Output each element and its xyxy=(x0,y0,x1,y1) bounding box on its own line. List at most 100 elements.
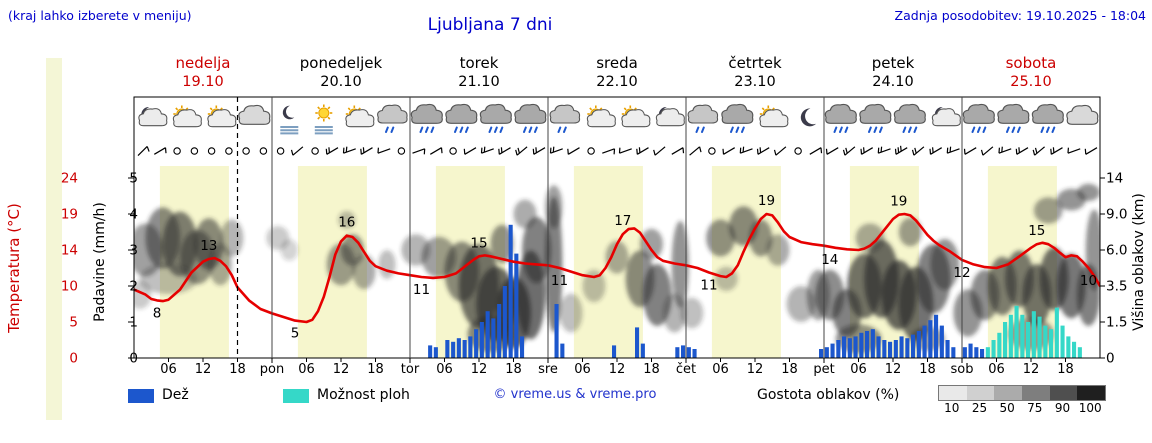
temp-value-label: 17 xyxy=(614,213,631,229)
x-hour-tick: 06 xyxy=(574,362,591,377)
temp-value-label: 11 xyxy=(413,282,430,298)
rain-bar xyxy=(939,325,944,358)
showers-legend-label: Možnost ploh xyxy=(317,387,410,403)
rain-icon xyxy=(514,103,547,133)
wind-barb xyxy=(929,147,943,155)
cloud-blob xyxy=(1008,317,1054,351)
x-hour-tick: 18 xyxy=(781,362,798,377)
wind-barb xyxy=(532,147,546,155)
showers-legend-swatch xyxy=(283,389,309,403)
rain-bar xyxy=(612,345,617,358)
x-day-tick: čet xyxy=(676,362,696,377)
wind-barb xyxy=(276,147,285,155)
cloud-blob xyxy=(1077,183,1100,201)
wind-barbs-row xyxy=(137,145,1098,157)
cloud-blob xyxy=(680,297,704,329)
density-segment xyxy=(1077,386,1106,400)
rain-icon xyxy=(962,103,995,133)
cloud-blob xyxy=(378,250,396,279)
rain-bar xyxy=(686,347,691,358)
km-tick: 14 xyxy=(1106,171,1123,187)
copyright-link[interactable]: © vreme.us & vreme.pro xyxy=(493,387,657,402)
showers-bar xyxy=(1037,316,1042,358)
rain-bar xyxy=(853,336,858,358)
cloud-blob xyxy=(490,224,514,264)
wind-barb xyxy=(515,146,528,156)
temperature-curve xyxy=(134,212,1100,324)
cloud-icon xyxy=(238,104,271,125)
showers-bar xyxy=(1060,325,1065,358)
rain-bar xyxy=(830,343,835,358)
rain-bar xyxy=(514,253,519,358)
wind-barb xyxy=(1032,146,1045,156)
cloud-blob xyxy=(545,185,563,229)
wind-barb xyxy=(809,147,823,155)
showers-bar xyxy=(1020,314,1025,358)
moon-cloud-icon xyxy=(655,106,685,127)
x-hour-tick: 12 xyxy=(1023,362,1040,377)
density-tick-label: 75 xyxy=(1027,401,1043,415)
rain-icon xyxy=(824,103,857,133)
rain-bar xyxy=(640,343,645,358)
sun-cloud-icon xyxy=(759,105,789,128)
cloud-density-scale xyxy=(938,385,1106,401)
rain-bar xyxy=(491,318,496,358)
wind-barb xyxy=(397,147,406,155)
rain-bar xyxy=(462,340,467,358)
fog-sun-icon xyxy=(314,104,333,135)
temp-value-label: 11 xyxy=(700,278,717,294)
density-segment xyxy=(939,386,967,400)
rain-bar xyxy=(980,349,985,358)
temp-value-label: 12 xyxy=(953,265,970,281)
rain-bar xyxy=(474,329,479,358)
rain-bar xyxy=(692,349,697,358)
wind-barb xyxy=(498,147,511,155)
temp-value-label: 15 xyxy=(1028,223,1045,239)
x-hour-tick: 18 xyxy=(505,362,522,377)
temp-value-label: 16 xyxy=(338,215,355,231)
day-header-nedelja: nedelja 19.10 xyxy=(175,54,231,90)
cloud-density-label: Gostota oblakov (%) xyxy=(757,387,900,403)
cloud-blob xyxy=(605,240,629,274)
temp-value-label: 19 xyxy=(758,193,775,209)
showers-bar xyxy=(1072,341,1077,358)
precipitation-bars xyxy=(428,224,1082,358)
cloud-blob xyxy=(855,223,885,253)
wind-barb xyxy=(207,147,216,155)
wind-barb xyxy=(980,146,994,156)
rain-bar xyxy=(974,347,979,358)
x-hour-tick: 12 xyxy=(885,362,902,377)
rain-bar xyxy=(675,347,680,358)
drizzle-icon xyxy=(687,104,719,133)
rain-bar xyxy=(497,304,502,358)
x-day-tick: pon xyxy=(260,362,284,377)
rain-bar xyxy=(560,343,565,358)
wind-barb xyxy=(860,147,874,155)
day-header-ponedeljek: ponedeljek 20.10 xyxy=(299,54,383,90)
wind-barb xyxy=(412,148,426,155)
x-hour-tick: 06 xyxy=(298,362,315,377)
x-hour-tick: 12 xyxy=(609,362,626,377)
x-hour-tick: 18 xyxy=(229,362,246,377)
rain-bar xyxy=(934,314,939,358)
rain-bar xyxy=(485,311,490,358)
wind-barb xyxy=(463,147,477,155)
sun-cloud-icon xyxy=(586,105,616,128)
wind-barb xyxy=(137,145,150,157)
rain-bar xyxy=(882,340,887,358)
rain-bar xyxy=(554,304,559,358)
x-hour-tick: 12 xyxy=(471,362,488,377)
wind-barb xyxy=(449,147,457,155)
cloud-blob xyxy=(513,199,537,229)
x-day-tick: sre xyxy=(538,362,558,377)
rain-bar xyxy=(681,345,686,358)
rain-bar xyxy=(842,336,847,358)
rain-bar xyxy=(962,347,967,358)
wind-barb xyxy=(773,146,787,156)
wind-barb xyxy=(963,147,977,155)
showers-bar xyxy=(1014,305,1019,358)
wind-barb xyxy=(911,146,925,156)
km-tick: 1.5 xyxy=(1106,315,1127,331)
